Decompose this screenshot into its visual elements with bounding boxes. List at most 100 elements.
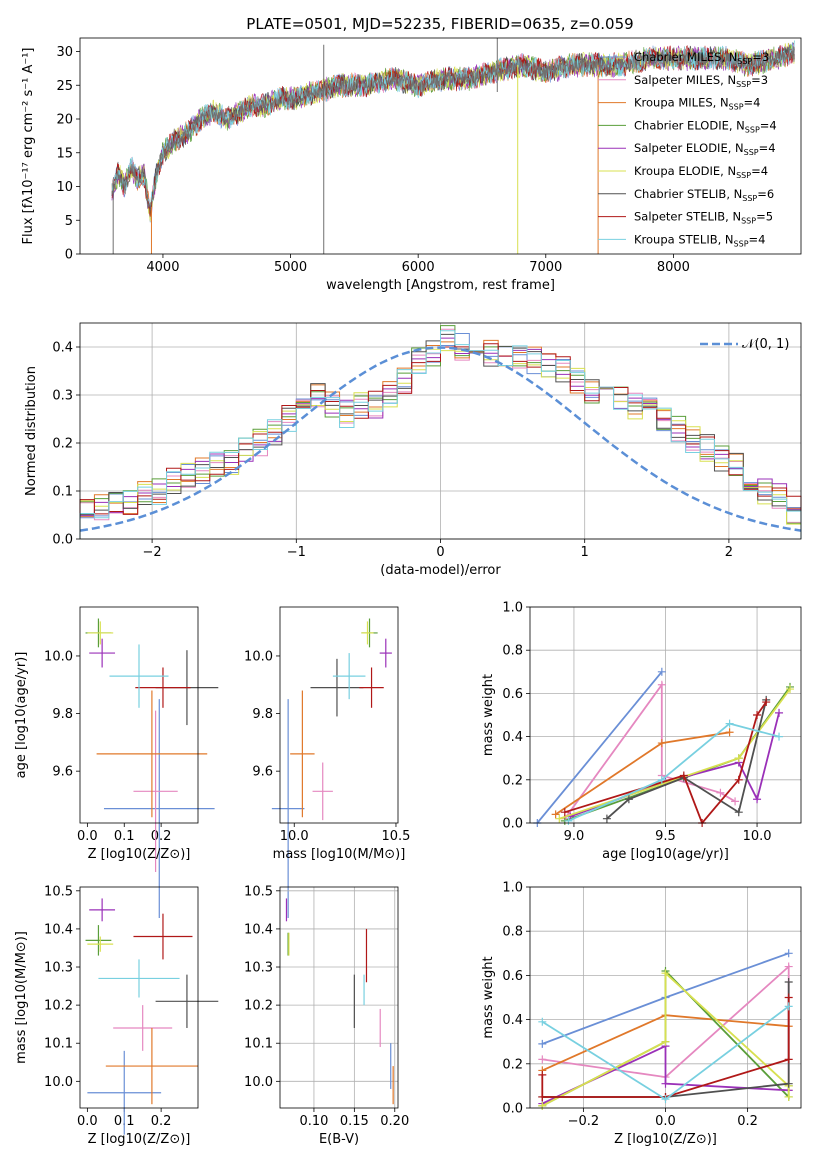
y-tick-label: 9.6 [252,765,273,780]
point-kroupa-elodie [87,936,114,952]
legend-label: Salpeter STELIB, NSSP=5 [634,210,773,226]
legend-label: Kroupa MILES, NSSP=4 [634,96,760,112]
x-tick-label: 0.10 [299,1114,328,1129]
panel-mass_vs_Z: 0.0 0.1 0.210.010.110.210.310.410.5Z [log1… [14,884,219,1147]
point-salpeter-miles [133,710,178,872]
marker-salpeter-miles [784,962,793,971]
y-tick-label: 0 [65,248,73,263]
marker-salpeter-stelib [679,771,688,780]
marker-salpeter-elodie [753,795,762,804]
y-tick-label: 0.2 [502,1057,523,1072]
y-tick-label: 0.6 [502,687,523,702]
x-tick-label: −2 [143,545,162,560]
x-tick-label: 0.0 [77,1114,98,1129]
axes-frame [79,322,802,540]
y-tick-label: 0.4 [52,341,73,356]
y-tick-label: 10.0 [44,1075,73,1090]
marker-salpeter-elodie [661,1079,670,1088]
y-tick-label: 10.0 [244,649,273,664]
x-axis-label: (data-model)/error [380,563,501,578]
charts-root: 4000 5000 6000 7000 8000051015202530waveleng… [14,37,802,1147]
legend-label: Chabrier MILES, NSSP=3 [634,50,769,66]
marker-salpeter-stelib [784,993,793,1002]
point-salpeter-miles [312,762,333,821]
marker-kroupa-stelib [784,1002,793,1011]
marker-kroupa-stelib [564,816,573,825]
point-chabrier-miles [87,1050,162,1135]
marker-chabrier-miles [784,949,793,958]
line-salpeter-elodie [541,1044,789,1105]
point-kroupa-stelib [109,644,169,708]
y-tick-label: 10.1 [44,1037,73,1052]
x-tick-label: 0.0 [655,1114,676,1129]
y-tick-label: 10.5 [244,884,273,899]
panel-spectrum: 4000 5000 6000 7000 8000 0 5 10 15 20 25 30 waveleng… [21,37,802,293]
x-axis-label: Z [log10(Z/Z⊙)] [88,1132,191,1147]
point-salpeter-miles [113,1005,173,1051]
spectrum-data [111,46,795,209]
y-axis-label: age [log10(age/yr)] [14,652,29,779]
marker-salpeter-miles [657,680,666,689]
y-tick-label: 0.6 [502,969,523,984]
y-tick-label: 0.8 [502,644,523,659]
x-axis-label: Z [log10(Z/Z⊙)] [88,847,191,862]
point-chabrier-stelib [155,974,219,1028]
point-kroupa-miles [96,690,208,818]
histogram-kroupa-stelib [79,330,802,539]
y-tick-label: 0.4 [502,1013,523,1028]
axes-frame [279,886,399,1109]
marker-kroupa-miles [725,728,734,737]
marker-kroupa-elodie [555,814,564,823]
marker-kroupa-stelib [538,1017,547,1026]
legend-label: Chabrier ELODIE, NSSP=4 [634,118,777,134]
point-chabrier-elodie [85,925,112,956]
point-chabrier-miles [271,699,305,919]
y-tick-label: 9.8 [52,707,73,722]
marker-chabrier-stelib [602,814,611,823]
marker-salpeter-stelib [538,1070,547,1079]
y-axis-label: mass [log10(M/M⊙)] [14,931,29,1064]
line-kroupa-stelib [568,722,780,822]
y-tick-label: 10.2 [244,999,273,1014]
histogram-salpeter-stelib [79,343,802,539]
y-tick-label: 0.0 [502,817,523,832]
y-tick-label: 0.0 [52,533,73,548]
y-tick-label: 9.6 [52,765,73,780]
point-kroupa-miles [105,1027,198,1105]
marker-kroupa-elodie [538,1101,547,1110]
point-salpeter-stelib [135,667,191,708]
y-tick-label: 0.1 [52,485,73,500]
line-chabrier-miles [536,671,663,824]
point-kroupa-elodie [361,621,374,645]
y-tick-label: 5 [65,214,73,229]
y-tick-label: 20 [56,113,73,128]
x-tick-label: 9.0 [564,829,585,844]
y-tick-label: 9.8 [252,707,273,722]
point-salpeter-elodie [89,898,116,922]
point-kroupa-elodie [87,621,114,645]
x-tick-label: 10.0 [743,829,772,844]
point-salpeter-elodie [379,638,392,668]
marker-chabrier-stelib [734,808,743,817]
legend: Chabrier MILES, NSSP=3 Salpeter MILES, NS… [598,50,777,248]
marker-kroupa-stelib [725,719,734,728]
marker-salpeter-miles [716,788,725,797]
marker-kroupa-miles [551,810,560,819]
marker-kroupa-elodie [734,754,743,763]
marker-salpeter-stelib [560,808,569,817]
y-tick-label: 10.4 [44,922,73,937]
panel-weight_vs_age: 9.0 9.5 10.0 0.0 0.2 0.4 0.6 0.8 1.0 age [log10(a… [481,601,802,862]
y-axis-label: mass weight [481,956,496,1038]
marker-chabrier-miles [657,667,666,676]
marker-kroupa-miles [657,739,666,748]
panel-mass_vs_ebv: 0.10 0.15 0.20 10.0 10.1 10.2 10.3 10.4 10.5 E(B-… [244,884,409,1147]
y-axis-label: Normed distribution [24,366,39,496]
axes-frame [79,37,802,255]
x-axis-label: Z [log10(Z/Z⊙)] [614,1132,717,1147]
y-tick-label: 10.5 [44,884,73,899]
y-tick-label: 0.2 [52,437,73,452]
y-tick-label: 10 [56,180,73,195]
x-tick-label: 0.2 [151,829,172,844]
x-tick-label: 0 [436,545,444,560]
